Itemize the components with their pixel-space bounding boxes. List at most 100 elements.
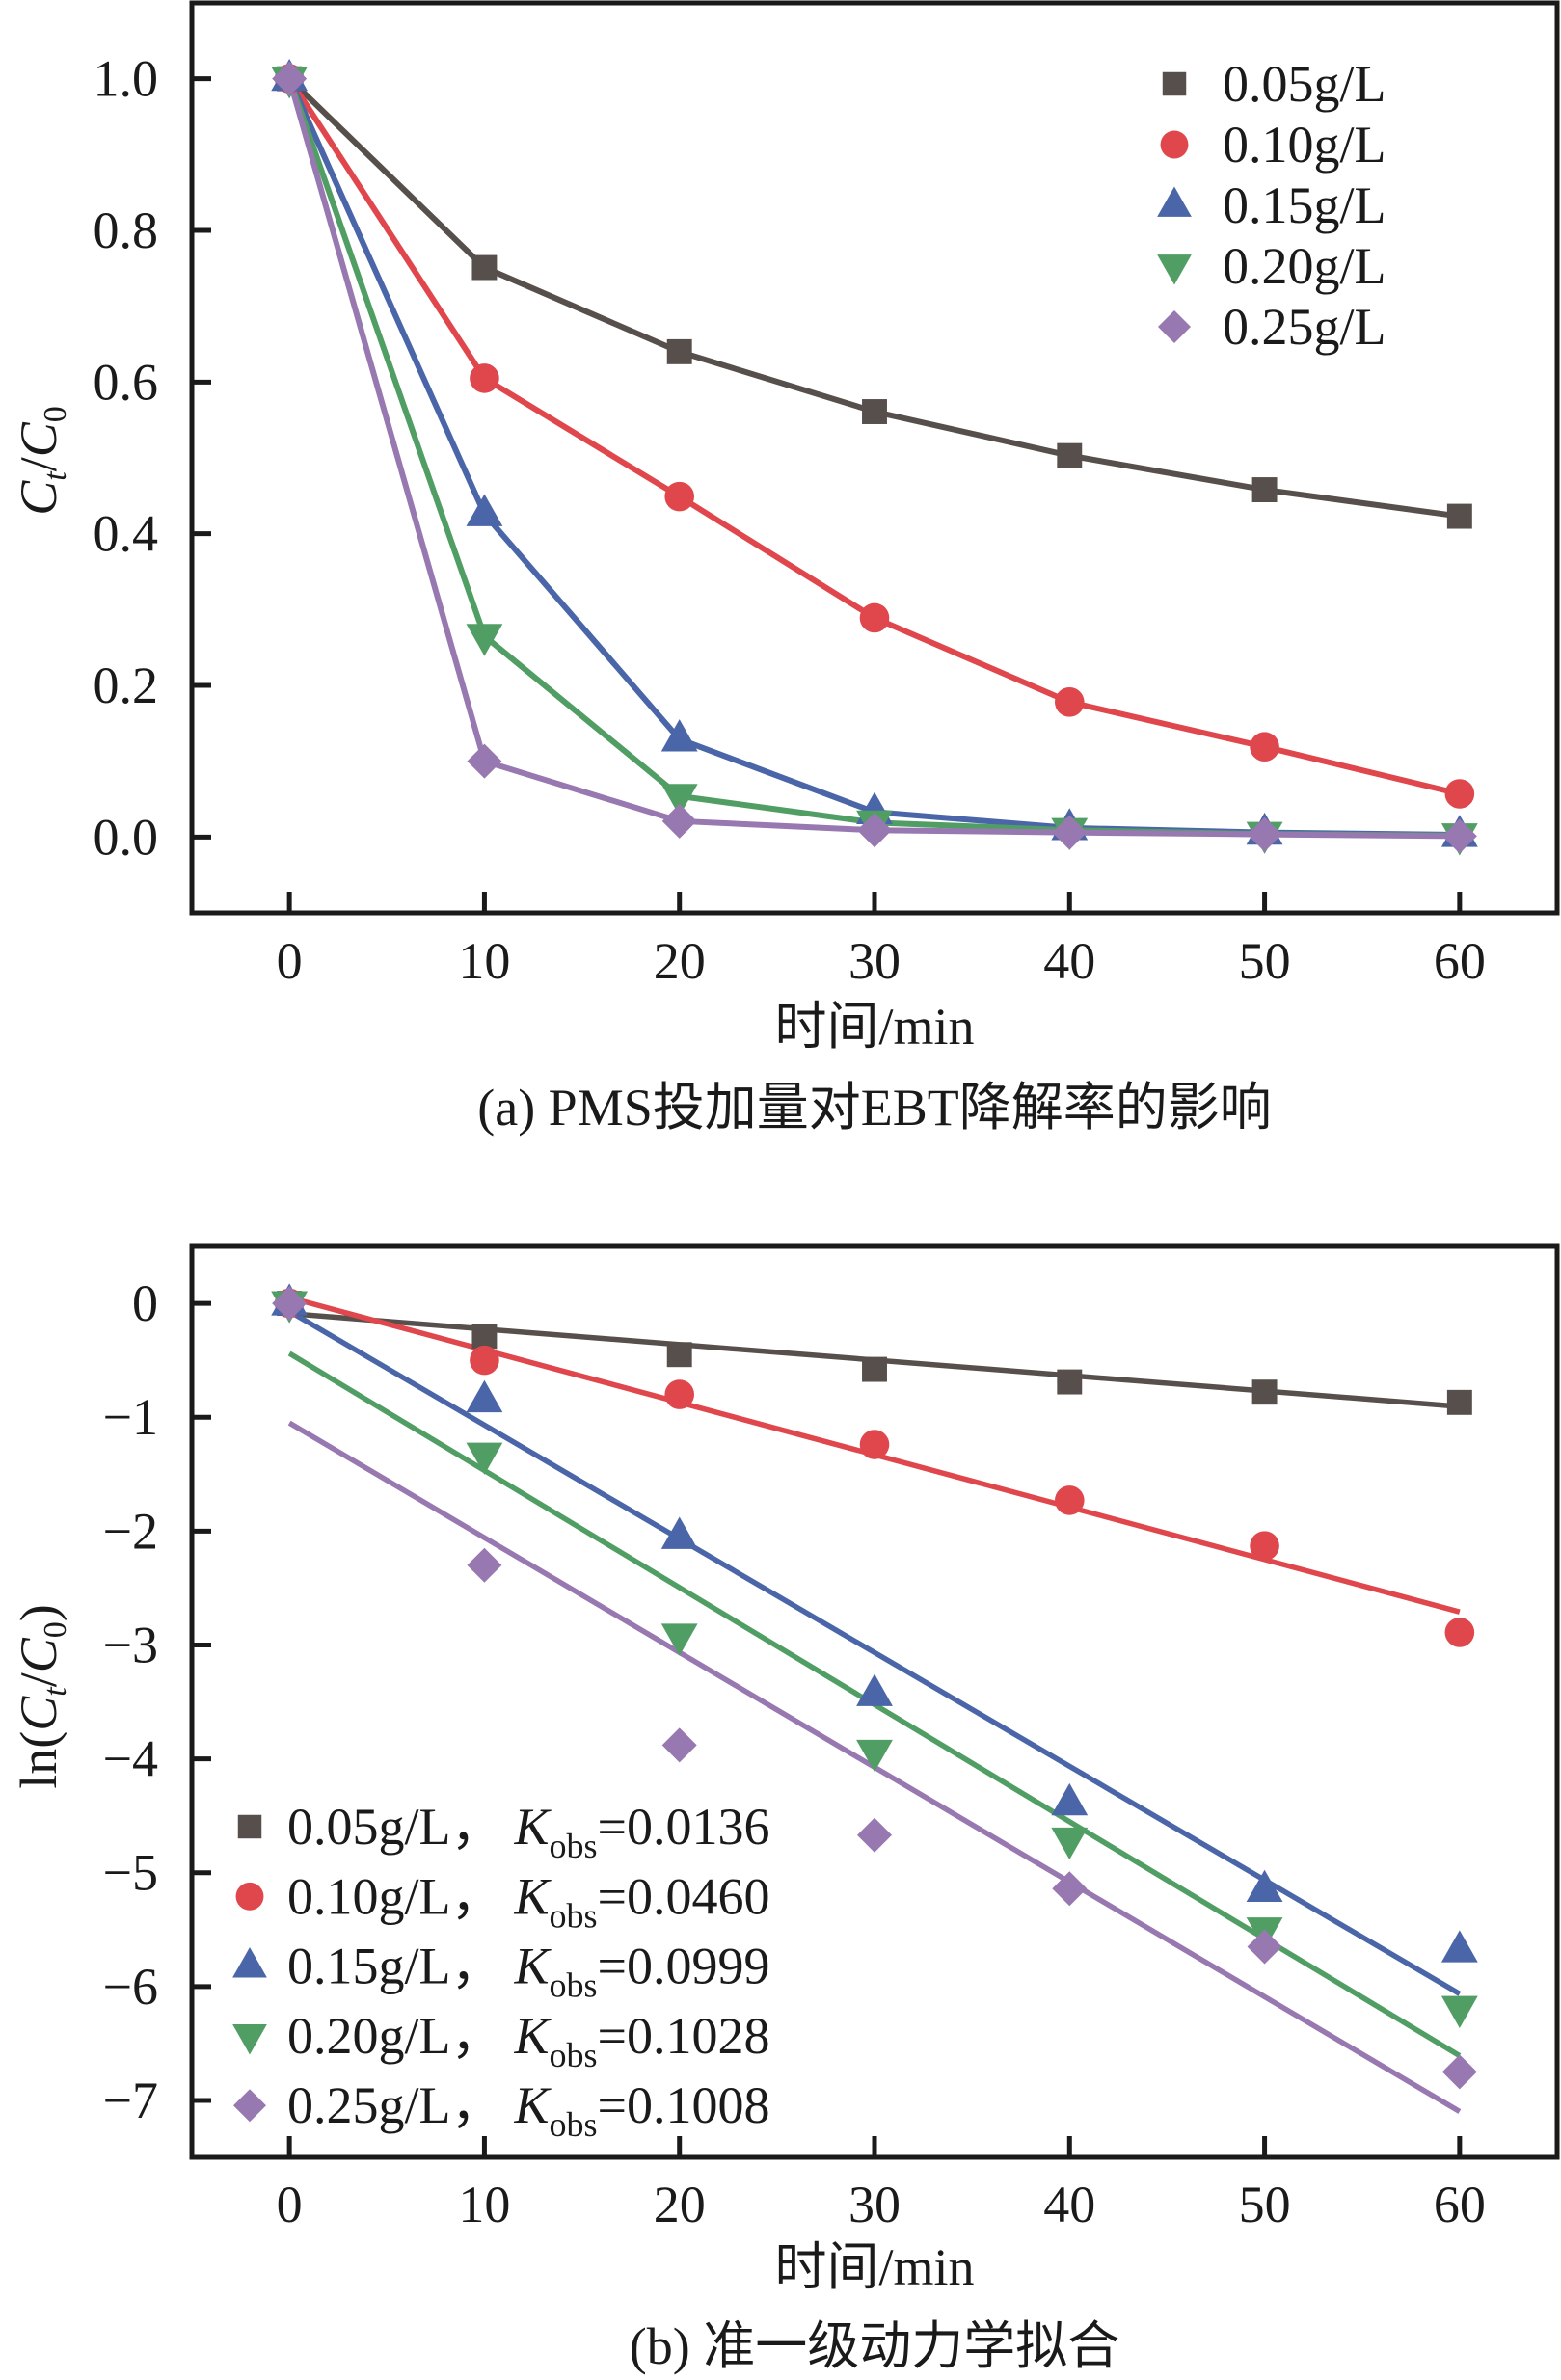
legend-label: 0.15g/L， Kobs=0.0999: [287, 1938, 770, 2005]
y-label-close: ): [10, 1604, 67, 1621]
y-axis-label: Ct/C0: [10, 406, 73, 516]
data-point-1-1: [470, 1345, 499, 1376]
legend-k-value: =0.0460: [598, 1867, 770, 1925]
legend-k-sub: obs: [550, 1827, 598, 1865]
x-tick-label: 20: [654, 2176, 706, 2233]
legend-item: 0.05g/L: [1162, 55, 1386, 113]
data-point-4-0: [272, 1286, 308, 1322]
legend-separator: ，: [451, 1798, 503, 1856]
y-label-ln: ln(: [10, 1731, 67, 1789]
y-tick-label: −5: [103, 1844, 158, 1902]
x-tick-label: 30: [848, 2176, 901, 2233]
x-axis-label: 时间/min: [774, 2238, 974, 2296]
data-point-0-2: [666, 338, 692, 364]
legend-dose: 0.10g/L: [287, 1867, 451, 1925]
data-point-3-1: [466, 1442, 503, 1475]
x-tick-label: 10: [458, 932, 510, 990]
legend-label: 0.20g/L， Kobs=0.1028: [287, 2007, 770, 2074]
data-point-0-3: [862, 1356, 887, 1382]
legend-k: K: [514, 2076, 552, 2134]
data-point-4-2: [661, 1727, 697, 1763]
y-tick-label: 0.8: [94, 201, 159, 259]
legend-label: 0.25g/L， Kobs=0.1008: [287, 2076, 770, 2144]
data-point-0-4: [1057, 442, 1083, 468]
legend-dose: 0.20g/L: [287, 2007, 451, 2065]
y-tick-label: 1.0: [94, 50, 159, 108]
data-point-4-3: [857, 1817, 892, 1853]
legend-k-value: =0.0136: [598, 1798, 770, 1856]
data-point-1-6: [1444, 1618, 1475, 1647]
y-label-sub-t: t: [38, 1686, 73, 1697]
y-label-sub-0: 0: [38, 1621, 73, 1638]
data-point-4-4: [1052, 815, 1088, 850]
data-point-1-2: [664, 1379, 695, 1409]
legend-marker-icon: [1158, 310, 1191, 343]
y-tick-label: −7: [103, 2072, 158, 2129]
y-tick-label: −2: [103, 1502, 158, 1560]
data-point-1-3: [859, 602, 890, 633]
y-label-slash: /: [10, 1672, 67, 1687]
legend-k-value: =0.0999: [598, 1938, 770, 1995]
legend-separator: ，: [451, 1938, 503, 1995]
legend-marker-icon: [1157, 186, 1192, 217]
x-tick-label: 40: [1043, 2176, 1095, 2233]
x-tick-label: 10: [458, 2176, 510, 2233]
data-point-0-2: [666, 1342, 692, 1368]
legend-dose: 0.15g/L: [287, 1938, 451, 1995]
data-point-4-6: [1441, 2054, 1477, 2090]
data-point-4-1: [467, 1547, 502, 1583]
data-point-0-6: [1446, 1389, 1472, 1415]
x-tick-label: 20: [654, 932, 706, 990]
figure-caption: (b) 准一级动力学拟合: [630, 2317, 1119, 2375]
legend-k: K: [514, 1938, 552, 1995]
y-label-sub-t: t: [38, 470, 73, 481]
data-point-3-2: [660, 784, 698, 816]
legend-item: 0.15g/L: [1157, 176, 1386, 234]
data-point-4-1: [467, 743, 502, 779]
data-point-1-5: [1250, 1531, 1279, 1561]
legend-separator: ，: [451, 2076, 503, 2134]
legend-label: 0.05g/L: [1223, 55, 1386, 113]
figure-caption: (a) PMS投加量对EBT降解率的影响: [477, 1079, 1272, 1137]
y-label-c0: C: [10, 1637, 67, 1672]
legend-label: 0.25g/L: [1223, 298, 1386, 356]
data-point-3-2: [660, 1623, 698, 1656]
y-label-slash: /: [10, 457, 67, 471]
legend-k-sub: obs: [550, 1896, 598, 1935]
data-point-0-4: [1057, 1369, 1083, 1395]
data-point-1-5: [1250, 732, 1279, 762]
data-point-2-2: [660, 719, 698, 752]
y-axis-label: ln(Ct/C0): [10, 1604, 73, 1789]
y-tick-label: 0.2: [94, 656, 159, 714]
legend-item: 0.20g/L: [1157, 237, 1386, 295]
legend: 0.05g/L0.10g/L0.15g/L0.20g/L0.25g/L: [1157, 55, 1386, 356]
data-point-2-5: [1246, 1869, 1283, 1903]
legend-label: 0.10g/L: [1223, 116, 1386, 174]
legend-k-sub: obs: [550, 2036, 598, 2074]
legend-label: 0.20g/L: [1223, 237, 1386, 295]
legend-item: 0.05g/L， Kobs=0.0136: [237, 1798, 770, 1865]
data-point-1-4: [1054, 1485, 1085, 1515]
data-point-4-3: [857, 813, 892, 848]
legend-label: 0.05g/L， Kobs=0.0136: [287, 1798, 770, 1865]
data-point-3-3: [856, 1739, 893, 1773]
legend-k-sub: obs: [550, 2105, 598, 2144]
data-point-4-2: [661, 803, 697, 839]
legend-dose: 0.25g/L: [1223, 298, 1386, 356]
data-point-0-5: [1251, 1379, 1278, 1405]
y-tick-label: −4: [103, 1730, 158, 1788]
x-tick-label: 0: [277, 2176, 303, 2233]
x-tick-label: 50: [1239, 2176, 1291, 2233]
data-point-2-1: [466, 1379, 503, 1413]
legend-marker-icon: [1162, 71, 1187, 96]
legend-k: K: [514, 2007, 552, 2065]
legend-item: 0.20g/L， Kobs=0.1028: [232, 2007, 770, 2074]
legend-dose: 0.05g/L: [287, 1798, 451, 1856]
y-label-c0: C: [10, 421, 67, 457]
data-point-2-2: [660, 1516, 698, 1549]
legend-marker-icon: [233, 2089, 266, 2123]
y-axis-ticks: 0 −1 −2 −3 −4 −5 −6 −7: [103, 1274, 211, 2129]
legend-k-value: =0.1028: [598, 2007, 770, 2065]
